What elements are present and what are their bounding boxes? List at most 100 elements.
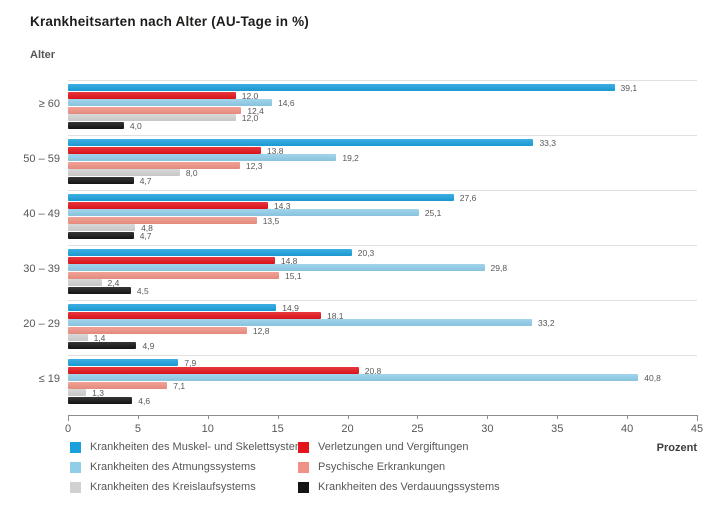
bar xyxy=(68,201,268,209)
bar-value-label: 13,8 xyxy=(266,145,284,156)
bar-value-label: 12,0 xyxy=(241,90,259,101)
bar-row: 20,3 xyxy=(68,248,697,258)
bar-row: 27,6 xyxy=(68,193,697,203)
bar-row: 39,1 xyxy=(68,83,697,93)
axis-tick-label: 20 xyxy=(341,423,354,435)
axis-tick xyxy=(557,415,559,419)
bar-row: 13,8 xyxy=(68,145,697,156)
bar-value-label: 4,7 xyxy=(139,230,152,241)
bar-row: 2,4 xyxy=(68,278,697,288)
legend-item: Krankheiten des Kreislaufsystems xyxy=(70,481,310,493)
axis-tick-label: 15 xyxy=(271,423,284,435)
bar-value-label: 7,1 xyxy=(173,380,186,391)
legend-label: Verletzungen und Vergiftungen xyxy=(318,441,469,453)
bar xyxy=(68,334,88,341)
axis-tick-label: 30 xyxy=(481,423,494,435)
legend-swatch xyxy=(70,441,81,453)
bar-row: 20,8 xyxy=(68,366,697,376)
bar-row: 15,1 xyxy=(68,270,697,281)
bar-row: 4,7 xyxy=(68,175,697,186)
bar-value-label: 7,9 xyxy=(184,358,197,368)
bar-value-label: 14,6 xyxy=(278,98,295,108)
bar-value-label: 8,0 xyxy=(185,168,198,178)
bar-row: 7,1 xyxy=(68,380,697,391)
bar xyxy=(68,359,179,366)
bar xyxy=(68,106,242,114)
axis-tick xyxy=(347,415,349,419)
bar-value-label: 33,3 xyxy=(539,138,556,148)
bar-value-label: 19,2 xyxy=(342,153,359,163)
axis-tick xyxy=(627,415,629,419)
bar xyxy=(68,389,87,396)
bar xyxy=(68,216,257,224)
bar-row: 14,9 xyxy=(68,303,697,313)
category-label: 50 – 59 xyxy=(23,153,60,165)
bar xyxy=(68,139,534,146)
bar-value-label: 1,3 xyxy=(92,388,104,398)
bar-value-label: 4,8 xyxy=(141,223,153,233)
bar-value-label: 15,1 xyxy=(285,270,302,281)
bar-row: 33,2 xyxy=(68,318,697,328)
bar xyxy=(68,279,102,286)
legend-label: Krankheiten des Muskel- und Skelettsyste… xyxy=(90,441,310,453)
bar-row: 18,1 xyxy=(68,311,697,321)
bar xyxy=(68,224,136,231)
bar xyxy=(68,374,639,381)
bar-row: 14,6 xyxy=(68,98,697,108)
category-label: 30 – 39 xyxy=(23,263,60,275)
legend-item: Psychische Erkrankungen xyxy=(298,461,500,473)
bar xyxy=(68,249,352,256)
bar xyxy=(68,146,261,154)
bar-row: 13,5 xyxy=(68,216,697,226)
axis-tick-label: 5 xyxy=(134,423,141,435)
bar-value-label: 14,9 xyxy=(282,303,299,313)
bar-value-label: 4,6 xyxy=(138,395,151,406)
bar-row: 33,3 xyxy=(68,138,697,148)
legend-item: Krankheiten des Verdauungssystems xyxy=(298,481,500,493)
legend-swatch xyxy=(298,441,309,453)
bar xyxy=(68,366,359,374)
bar-value-label: 4,9 xyxy=(142,340,155,351)
bar-value-label: 1,4 xyxy=(93,333,106,343)
axis-tick xyxy=(68,415,69,421)
bar-row: 14,3 xyxy=(68,201,697,211)
legend-item: Krankheiten des Atmungssystems xyxy=(70,461,310,473)
axis-tick xyxy=(277,415,279,419)
y-axis-title: Alter xyxy=(30,49,56,61)
bar-value-label: 29,8 xyxy=(490,263,508,273)
bar xyxy=(68,84,615,91)
bar-row: 8,0 xyxy=(68,168,697,178)
axis-tick-label: 45 xyxy=(690,423,704,435)
bar-row: 4,6 xyxy=(68,395,697,406)
bar xyxy=(68,194,454,201)
bar xyxy=(68,256,275,264)
bar xyxy=(68,161,240,169)
bar-group: 20,3 14,8 29,8 15,1 2,4 4,5 xyxy=(68,246,697,301)
bar-group: 39,1 12,0 14,6 12,4 12,0 4,0 xyxy=(68,81,697,136)
bar-value-label: 4,7 xyxy=(139,175,152,186)
bar-value-label: 39,1 xyxy=(620,83,638,93)
bar-value-label: 4,5 xyxy=(136,285,149,296)
bar xyxy=(68,209,419,216)
chart-title: Krankheitsarten nach Alter (AU-Tage in %… xyxy=(30,14,309,29)
bar-value-label: 12,8 xyxy=(252,325,270,336)
bar xyxy=(68,319,533,326)
bar-value-label: 25,1 xyxy=(424,208,442,218)
legend-swatch xyxy=(298,461,309,473)
legend-column-1: Krankheiten des Muskel- und Skelettsyste… xyxy=(70,441,310,501)
bar-row: 4,9 xyxy=(68,340,697,351)
legend-column-2: Verletzungen und Vergiftungen Psychische … xyxy=(298,441,500,501)
bar-row: 12,0 xyxy=(68,113,697,123)
axis-tick-label: 0 xyxy=(64,423,72,435)
axis-tick xyxy=(137,415,139,419)
bar-value-label: 4,0 xyxy=(129,120,142,131)
bar xyxy=(68,381,168,389)
bar-value-label: 12,0 xyxy=(241,113,259,123)
axis-tick xyxy=(417,415,419,419)
bar xyxy=(68,154,337,161)
bar-group: 33,3 13,8 19,2 12,3 8,0 4,7 xyxy=(68,136,697,191)
bar-group: 7,9 20,8 40,8 7,1 1,3 4,6 xyxy=(68,356,697,411)
bar xyxy=(68,176,134,184)
bar xyxy=(68,231,134,239)
bar-row: 4,8 xyxy=(68,223,697,233)
